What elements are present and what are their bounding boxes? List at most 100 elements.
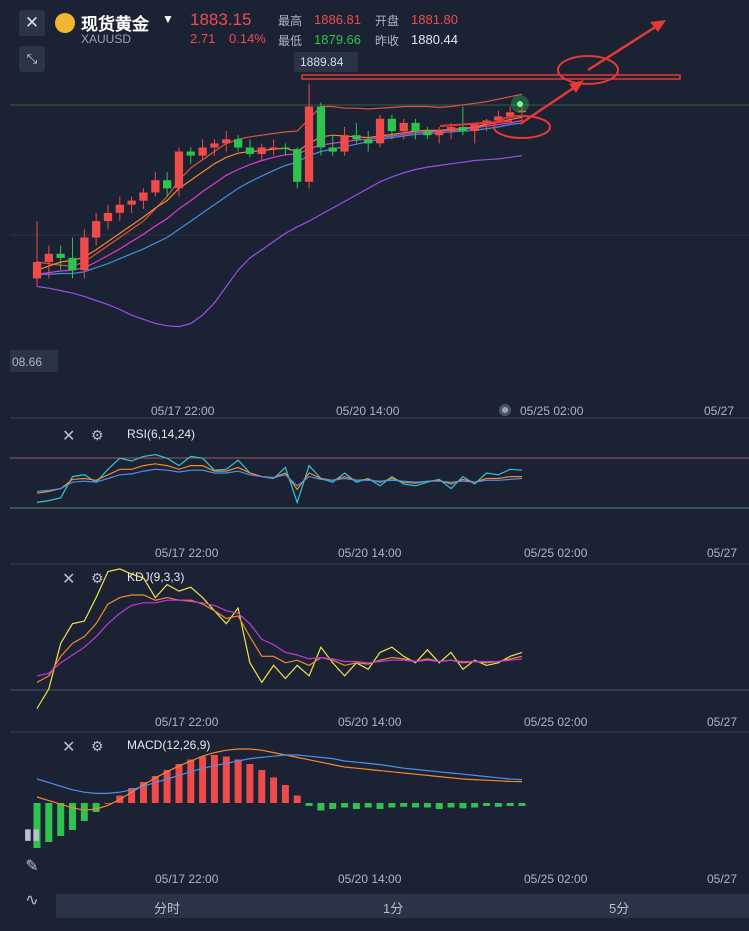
- marker-value-box: [294, 52, 358, 72]
- candle-body: [470, 124, 479, 131]
- macd-bar: [423, 803, 431, 808]
- caret-down-icon[interactable]: ▼: [162, 12, 174, 26]
- boll-lower-line: [36, 155, 523, 328]
- macd-bar: [412, 803, 419, 808]
- kdj-j-line: [36, 568, 523, 709]
- candle-body: [174, 151, 184, 189]
- candle-body: [222, 139, 231, 144]
- pen-icon[interactable]: ✎: [25, 858, 39, 875]
- low-value: 1879.66: [314, 32, 361, 47]
- arrow-mid-line: [519, 83, 579, 126]
- macd-dif-line: [36, 748, 523, 811]
- candle-body: [293, 149, 302, 182]
- macd-bar: [305, 803, 313, 806]
- rsi-label: RSI(6,14,24): [127, 427, 195, 441]
- kdj-time-label-1: 05/20 14:00: [338, 715, 402, 729]
- rsi-time-label-3: 05/27: [707, 546, 737, 560]
- rsi-time-label-0: 05/17 22:00: [155, 546, 219, 560]
- candle-body: [316, 106, 326, 148]
- price-change: 2.71: [190, 31, 216, 46]
- macd-time-label-0: 05/17 22:00: [155, 872, 219, 886]
- low-label: 最低: [278, 34, 303, 48]
- kdj-settings-icon: ⚙: [91, 570, 104, 586]
- candle-body: [423, 131, 432, 136]
- kdj-time-label-2: 05/25 02:00: [524, 715, 588, 729]
- candle-body: [399, 122, 408, 132]
- annotation-ellipse-top: [557, 55, 619, 85]
- rsi-close-icon: ✕: [62, 428, 75, 445]
- candle-body: [257, 147, 266, 154]
- candle-body: [494, 116, 503, 121]
- candle-body: [80, 237, 89, 271]
- candle-body: [328, 147, 337, 152]
- period-tabs: 分时 1分 5分: [56, 894, 749, 918]
- left-value: 08.66: [12, 355, 42, 369]
- prev-close-label: 昨收: [375, 34, 400, 48]
- rsi-pane: ✕ ⚙ RSI(6,14,24) 05/17 22:00 05/20 14:00…: [10, 427, 749, 560]
- macd-time-label-2: 05/25 02:00: [524, 872, 588, 886]
- arrow-up-line: [587, 22, 661, 72]
- main-time-label-1: 05/20 14:00: [336, 404, 400, 418]
- high-value: 1886.81: [314, 12, 361, 27]
- macd-bar: [210, 755, 218, 803]
- close-icon[interactable]: ✕: [19, 10, 45, 36]
- macd-bar: [506, 803, 514, 806]
- candle-body: [139, 192, 148, 201]
- macd-bar: [483, 803, 490, 806]
- macd-bar: [400, 803, 408, 807]
- main-time-axis: 05/17 22:00 05/20 14:00 05/25 02:00 05/2…: [151, 404, 734, 418]
- candle-body: [32, 262, 42, 279]
- macd-bar: [364, 803, 372, 808]
- macd-bar: [45, 803, 53, 842]
- macd-bar: [57, 803, 65, 836]
- indicator-tool-icon[interactable]: ▮▮: [23, 826, 41, 843]
- pulse-icon[interactable]: ∿: [25, 892, 39, 909]
- candle-body: [340, 135, 349, 152]
- candle-body: [56, 253, 65, 258]
- rsi-settings-icon: ⚙: [91, 427, 104, 443]
- tab-5min[interactable]: 5分: [609, 901, 630, 916]
- header: ✕ 现货黄金 ▼ XAUUSD 1883.15 2.71 0.14% 最高 18…: [0, 0, 749, 72]
- candle-body: [387, 118, 396, 132]
- collapse-icon[interactable]: ⤡: [19, 46, 45, 72]
- kdj-d-line: [36, 599, 523, 677]
- ma-magenta-line: [36, 119, 523, 275]
- candle-body: [375, 118, 385, 144]
- macd-close-icon: ✕: [62, 739, 75, 756]
- main-time-label-2: 05/25 02:00: [520, 404, 584, 418]
- rsi-time-label-2: 05/25 02:00: [524, 546, 588, 560]
- current-price-dot: [517, 101, 523, 107]
- macd-time-label-3: 05/27: [707, 872, 737, 886]
- arrow-mid-head: [569, 80, 584, 93]
- candle-body: [198, 147, 207, 156]
- current-price: 1883.15: [190, 10, 252, 29]
- macd-bar: [459, 803, 467, 809]
- boll-mid-line: [37, 122, 523, 275]
- candle-body: [411, 122, 420, 132]
- marker-value: 1889.84: [300, 55, 344, 69]
- macd-bar: [234, 759, 242, 803]
- kdj-time-label-3: 05/27: [707, 715, 737, 729]
- prev-close-value: 1880.44: [411, 32, 458, 47]
- macd-pane: ✕ ⚙ MACD(12,26,9) 05/17 22:00 05/20 14:0…: [33, 738, 737, 886]
- candle-body: [186, 151, 195, 156]
- annotation-ellipse-bottom: [493, 115, 551, 139]
- high-label: 最高: [278, 14, 303, 28]
- macd-bar: [270, 777, 278, 803]
- candle-body: [92, 221, 101, 238]
- kdj-label: KDJ(9,3,3): [127, 570, 184, 584]
- candle-body: [163, 180, 172, 189]
- instrument-title[interactable]: 现货黄金: [81, 15, 149, 34]
- macd-settings-icon: ⚙: [91, 738, 104, 754]
- symbol: XAUUSD: [81, 32, 132, 46]
- candle-body: [115, 204, 124, 213]
- main-time-label-0: 05/17 22:00: [151, 404, 215, 418]
- tab-timeshare[interactable]: 分时: [154, 901, 181, 916]
- macd-bar: [246, 764, 254, 803]
- boll-upper-line: [36, 93, 523, 267]
- candle-body: [151, 180, 160, 193]
- candle-body: [245, 147, 255, 154]
- tab-1min[interactable]: 1分: [383, 901, 404, 916]
- open-value: 1881.80: [411, 12, 458, 27]
